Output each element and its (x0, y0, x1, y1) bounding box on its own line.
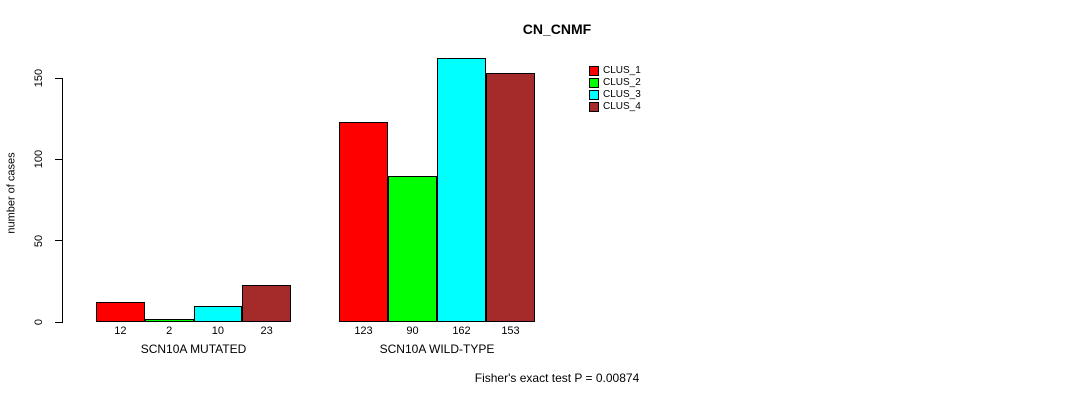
bar-value-label: 123 (354, 325, 373, 337)
y-tick (55, 240, 62, 242)
legend-label: CLUS_2 (603, 77, 641, 88)
legend-swatch (589, 102, 599, 112)
y-tick (55, 158, 62, 160)
bar (486, 73, 535, 322)
bar-value-label: 12 (114, 325, 127, 337)
bar (144, 318, 194, 322)
legend-label: CLUS_3 (603, 89, 641, 100)
bar-value-label: 23 (260, 325, 273, 337)
legend-swatch (589, 90, 599, 100)
y-axis-line (62, 78, 63, 323)
bar-value-label: 2 (166, 325, 173, 337)
bar (96, 302, 145, 322)
bar-value-label: 10 (211, 325, 224, 337)
bar-value-label: 90 (406, 325, 419, 337)
bar (388, 175, 437, 322)
legend-item: CLUS_4 (589, 101, 641, 113)
y-tick-label: 100 (33, 150, 45, 169)
bar (437, 58, 486, 322)
y-tick (55, 321, 62, 323)
legend-item: CLUS_1 (589, 65, 641, 77)
bar (339, 121, 388, 322)
legend-swatch (589, 78, 599, 88)
footer-pvalue: Fisher's exact test P = 0.00874 (474, 371, 640, 385)
y-tick (55, 77, 62, 79)
y-axis-label: number of cases (5, 152, 18, 234)
bar-value-label: 162 (452, 325, 471, 337)
legend-item: CLUS_3 (589, 89, 641, 101)
legend-swatch (589, 66, 599, 76)
y-tick-label: 50 (33, 234, 45, 247)
chart-title: CN_CNMF (522, 21, 592, 37)
legend-item: CLUS_2 (589, 77, 641, 89)
group-label: SCN10A WILD-TYPE (379, 342, 495, 356)
legend-label: CLUS_1 (603, 65, 641, 76)
bar-value-label: 153 (501, 325, 520, 337)
bar (193, 305, 243, 322)
y-tick-label: 150 (33, 68, 45, 88)
bar (242, 284, 291, 322)
legend: CLUS_1 CLUS_2 CLUS_3 CLUS_4 (589, 65, 641, 113)
group-label: SCN10A MUTATED (140, 342, 247, 356)
y-tick-label: 0 (33, 318, 45, 326)
legend-label: CLUS_4 (603, 101, 641, 112)
